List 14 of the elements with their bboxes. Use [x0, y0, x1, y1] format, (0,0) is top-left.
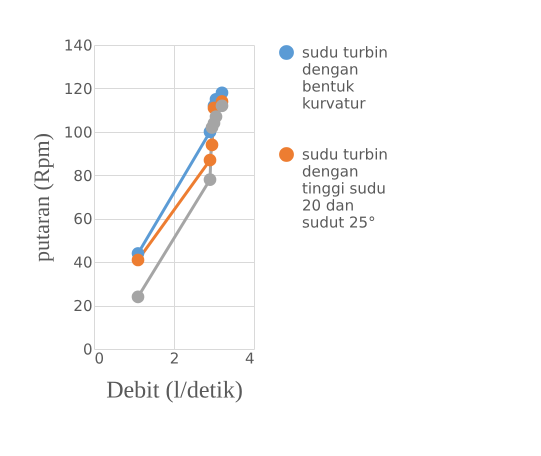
y-axis-title: putaran (Rpm)	[28, 133, 54, 262]
legend-label: sudu turbin dengan tinggi sudu 20 dan sudut 25°	[302, 146, 388, 232]
y-tick-label: 140	[64, 36, 92, 54]
y-tick-label: 20	[73, 297, 92, 316]
y-tick-label: 100	[64, 123, 92, 142]
x-tick-label: 4	[244, 350, 254, 368]
y-tick-label: 80	[73, 166, 92, 185]
x-tick-label: 0	[94, 350, 104, 368]
x-tick-label: 2	[170, 350, 180, 368]
legend-label: sudu turbin dengan bentuk kurvatur	[302, 44, 388, 112]
y-tick-label: 40	[73, 254, 92, 272]
y-tick-label: 120	[64, 80, 92, 98]
x-axis-title: Debit (l/detik)	[106, 378, 243, 404]
y-tick-label: 60	[73, 210, 92, 228]
